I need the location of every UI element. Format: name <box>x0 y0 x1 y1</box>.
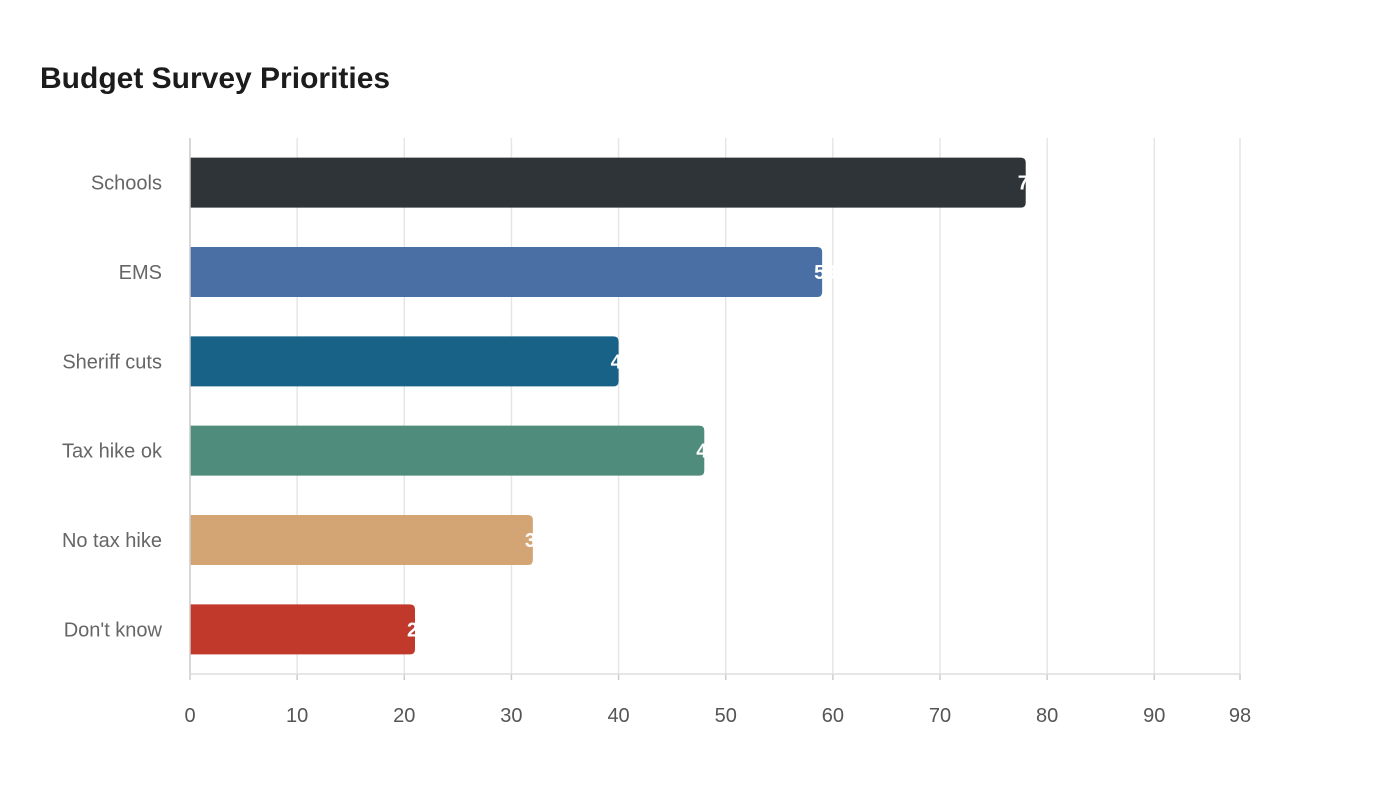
category-label: Don't know <box>64 619 163 641</box>
bar <box>190 157 1026 208</box>
chart-title: Budget Survey Priorities <box>40 62 391 95</box>
bar <box>190 425 705 476</box>
bar <box>190 247 823 297</box>
x-tick-label: 10 <box>286 705 308 727</box>
x-tick-label: 98 <box>1229 705 1251 727</box>
x-tick-label: 0 <box>184 705 195 727</box>
category-label: Sheriff cuts <box>62 351 162 373</box>
x-tick-label: 60 <box>822 705 844 727</box>
x-tick-label: 50 <box>715 705 737 727</box>
x-tick-label: 70 <box>929 705 951 727</box>
x-tick-label: 40 <box>607 705 629 727</box>
gridlines <box>296 138 1241 674</box>
value-label: 21 <box>407 619 429 641</box>
value-label: 78 <box>1018 173 1040 195</box>
value-label: 59 <box>814 262 836 284</box>
category-label: Tax hike ok <box>62 441 163 463</box>
x-tick-label: 80 <box>1036 705 1058 727</box>
bars: 78 59 40 48 32 21 <box>190 157 1040 655</box>
bar <box>190 336 619 387</box>
bar <box>190 515 533 565</box>
value-label: 32 <box>525 530 547 552</box>
x-tick-label: 20 <box>393 705 415 727</box>
category-label: Schools <box>91 173 162 195</box>
value-label: 40 <box>611 351 633 373</box>
x-tick-label: 30 <box>500 705 522 727</box>
category-label: No tax hike <box>62 530 162 552</box>
value-label: 48 <box>696 441 718 463</box>
axes: 0 10 20 30 40 50 60 70 80 90 98 Schools EMS Sheriff c… <box>62 138 1251 727</box>
category-label: EMS <box>119 262 162 284</box>
x-tick-label: 90 <box>1143 705 1165 727</box>
bar <box>190 604 415 655</box>
